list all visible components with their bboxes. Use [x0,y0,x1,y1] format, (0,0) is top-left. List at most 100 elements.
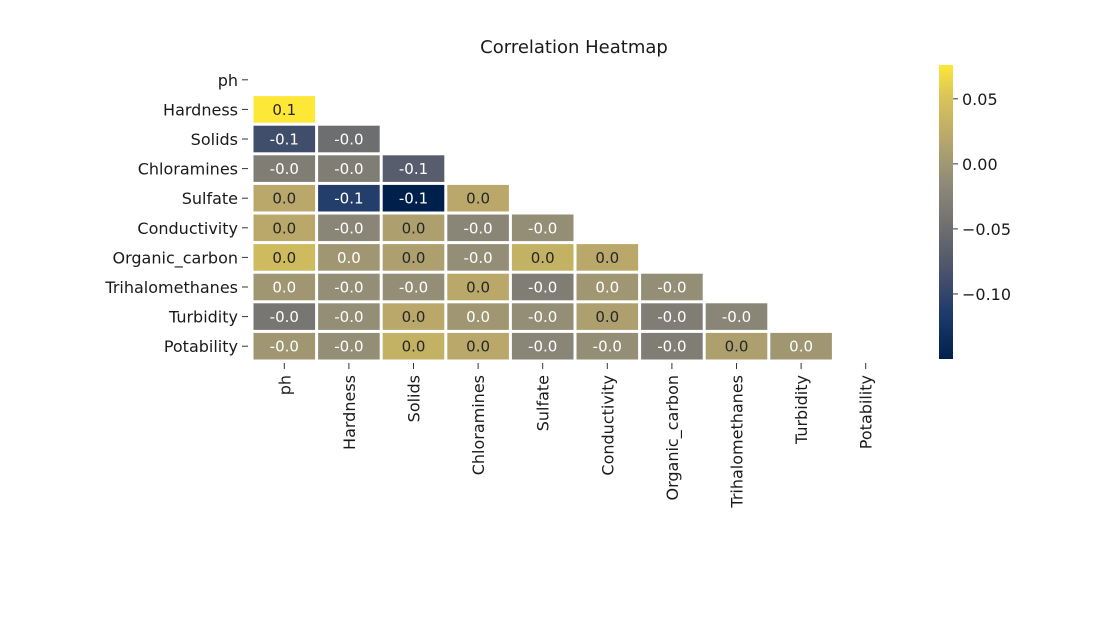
cell-value-label: -0.1 [399,190,428,208]
y-tick-label: Hardness [163,100,238,119]
heatmap-cell [382,273,445,301]
heatmap-cell [641,332,703,360]
colorbar-tick-label: 0.05 [962,90,998,109]
colorbar: 0.05 0.00 −0.05 −0.10 [939,65,1011,359]
heatmap-cell [511,332,574,360]
cell-value-label: 0.1 [272,101,296,119]
heatmap-cell [511,214,574,242]
chart-title: Correlation Heatmap [480,37,668,58]
heatmap-cell [447,184,509,212]
cell-value-label: -0.0 [528,338,557,356]
heatmap-cell [576,244,639,271]
cell-value-label: 0.0 [466,338,490,356]
x-tick-label: ph [275,375,294,395]
cell-value-label: 0.0 [725,338,749,356]
heatmap-cell [770,332,832,360]
heatmap-cell [447,332,509,360]
heatmap-cell [447,214,509,242]
heatmap-cell [253,332,316,360]
cell-value-label: -0.0 [528,279,557,297]
y-axis-labels: ph Hardness Solids Chloramines Sulfate Conduc… [104,71,248,356]
cell-value-label: 0.0 [595,249,619,267]
cell-value-label: -0.0 [270,308,299,326]
heatmap-cell [511,303,574,330]
x-tick-label: Solids [405,375,424,422]
heatmap-cell [382,244,445,271]
cell-value-label: 0.0 [272,279,296,297]
cell-value-label: 0.0 [272,249,296,267]
cell-value-label: -0.0 [399,279,428,297]
heatmap-cell [318,303,380,330]
cell-value-label: 0.0 [272,190,296,208]
cell-value-label: 0.0 [337,249,361,267]
heatmap-cell [253,125,316,153]
cell-value-label: 0.0 [595,308,619,326]
cell-value-label: 0.0 [466,190,490,208]
heatmap-cell [253,273,316,301]
cell-value-label: 0.0 [402,219,426,237]
y-tick-label: Solids [191,130,238,149]
cell-value-label: 0.0 [789,338,813,356]
cell-value-label: -0.0 [722,308,751,326]
cell-value-label: 0.0 [466,279,490,297]
cell-value-label: -0.0 [657,338,686,356]
cell-value-label: -0.0 [463,249,492,267]
colorbar-tick-label: −0.10 [962,285,1011,304]
heatmap-cell [576,332,639,360]
y-tick-label: Potability [164,337,238,356]
colorbar-tick-label: 0.00 [962,155,998,174]
heatmap-cell [382,155,445,182]
cell-value-label: -0.1 [270,131,299,149]
heatmap-cell [318,273,380,301]
heatmap-cell [447,244,509,271]
heatmap-cell [576,273,639,301]
cell-value-label: 0.0 [402,338,426,356]
cell-value-label: -0.0 [334,308,363,326]
heatmap-cell [511,244,574,271]
heatmap-cell [253,214,316,242]
y-tick-label: ph [218,71,238,90]
cell-value-label: -0.0 [334,219,363,237]
heatmap-cell [253,303,316,330]
heatmap-cell [447,303,509,330]
cell-value-label: -0.0 [334,338,363,356]
heatmap-cell [382,214,445,242]
cell-value-label: 0.0 [402,249,426,267]
cell-value-label: -0.1 [399,160,428,178]
heatmap-cell [318,155,380,182]
y-tick-label: Chloramines [138,160,238,179]
x-tick-label: Hardness [340,375,359,450]
x-tick-label: Chloramines [469,375,488,475]
heatmap-cell [318,244,380,271]
heatmap-cell [253,96,316,123]
cell-value-label: 0.0 [272,219,296,237]
cell-value-label: 0.0 [402,308,426,326]
cell-value-label: -0.1 [334,190,363,208]
x-tick-label: Conductivity [598,375,617,476]
x-tick-label: Organic_carbon [663,375,683,501]
y-tick-label: Organic_carbon [113,248,239,268]
heatmap-cell [447,273,509,301]
cell-value-label: -0.0 [593,338,622,356]
heatmap-cell [253,155,316,182]
cell-value-label: 0.0 [466,308,490,326]
x-tick-label: Sulfate [534,375,553,431]
heatmap-cell [318,125,380,153]
x-tick-label: Potability [857,375,876,449]
colorbar-gradient [939,65,953,359]
colorbar-tick-label: −0.05 [962,220,1011,239]
x-tick-label: Turbidity [792,375,811,445]
y-tick-label: Conductivity [137,219,238,238]
x-tick-label: Trihalomethanes [728,375,747,509]
heatmap-cell [705,303,768,330]
heatmap-cell [641,303,703,330]
heatmap-cell [705,332,768,360]
cell-value-label: -0.0 [270,338,299,356]
cell-value-label: -0.0 [657,279,686,297]
cell-value-label: -0.0 [528,308,557,326]
heatmap-cell [382,303,445,330]
heatmap-cell [318,214,380,242]
heatmap-cell [253,244,316,271]
cell-value-label: -0.0 [334,131,363,149]
